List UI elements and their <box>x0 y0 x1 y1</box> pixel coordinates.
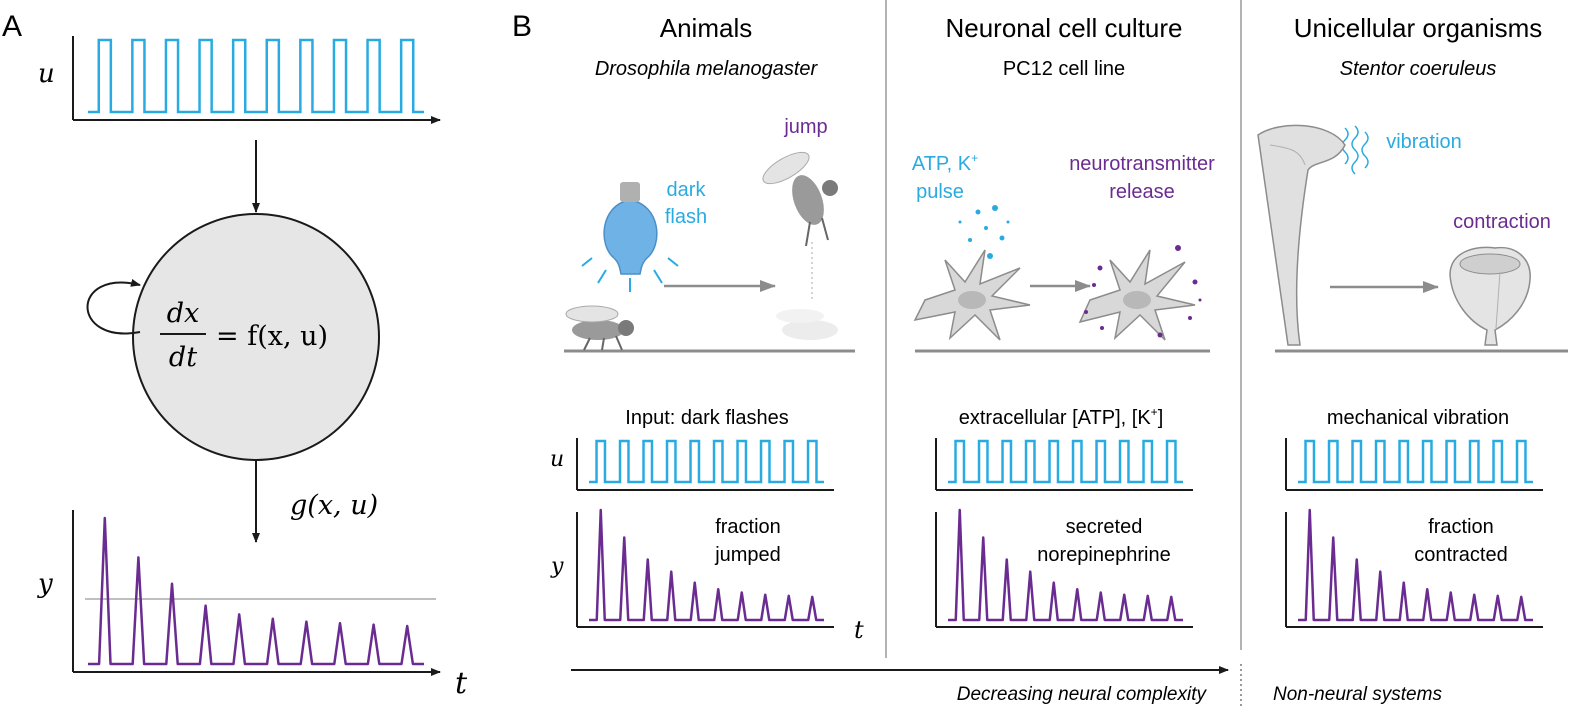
neuron-releasing-icon <box>1078 245 1202 341</box>
col2-stimulus-line1: ATP, K+ <box>912 151 978 175</box>
col3-y-plot-response-trace <box>1298 508 1533 622</box>
fly-icon <box>565 305 634 351</box>
panel-b-mini-plots <box>576 438 1543 628</box>
panel-a-t-label: t <box>455 666 468 701</box>
panel-b-y-label: y <box>550 554 564 579</box>
col1-response: jump <box>783 116 827 138</box>
bottom-left-caption: Decreasing neural complexity <box>957 684 1208 705</box>
readout-label: g(x, u) <box>290 490 378 521</box>
col1-y-plot-response-trace <box>589 508 824 622</box>
col2-output-line2: norepinephrine <box>1037 544 1170 566</box>
col2-title: Neuronal cell culture <box>945 13 1182 43</box>
col1-input-label: Input: dark flashes <box>625 407 788 429</box>
col2-u-plot-pulse-train <box>948 439 1183 484</box>
stentor-extended-icon <box>1257 124 1346 346</box>
panel-a-y-trace <box>88 516 424 666</box>
col1-output-line1: fraction <box>715 516 781 538</box>
vibration-icon <box>1341 125 1369 175</box>
col3-subtitle: Stentor coeruleus <box>1340 58 1497 80</box>
panel-a-y-response-trace <box>88 516 424 666</box>
col3-stimulus: vibration <box>1386 131 1462 153</box>
panel-b-u-label: u <box>550 447 564 472</box>
col3-response: contraction <box>1453 211 1551 233</box>
panel-b-t-label: t <box>854 616 864 644</box>
bulb-icon <box>581 182 679 292</box>
bottom-right-caption: Non-neural systems <box>1273 684 1442 705</box>
jumping-fly-icon <box>762 151 838 340</box>
col2-response-line2: release <box>1109 181 1175 203</box>
panel-a-label: A <box>2 10 22 43</box>
neuron-icon <box>913 205 1031 341</box>
feedback-loop-arrow-icon <box>86 278 141 335</box>
col1-subtitle: Drosophila melanogaster <box>595 58 819 80</box>
equation-denominator: dt <box>169 342 197 373</box>
panel-a-u-trace <box>88 38 424 114</box>
col3-u-plot-pulse-train <box>1298 439 1533 484</box>
stentor-contracted-icon <box>1449 246 1531 346</box>
col3-title: Unicellular organisms <box>1294 13 1543 43</box>
col3-input-label: mechanical vibration <box>1327 407 1509 429</box>
col2-y-plot-response-trace <box>948 508 1183 622</box>
panel-a-u-pulse-train <box>88 38 424 114</box>
col1-title: Animals <box>660 13 752 43</box>
col2-output-line1: secreted <box>1066 516 1143 538</box>
col1-stimulus-line2: flash <box>665 206 707 228</box>
col3-output-line2: contracted <box>1414 544 1507 566</box>
equation-numerator: dx <box>167 298 200 329</box>
col2-subtitle: PC12 cell line <box>1003 58 1125 80</box>
col2-response-line1: neurotransmitter <box>1069 153 1215 175</box>
panel-a-u-label: u <box>38 59 55 89</box>
col2-input-label: extracellular [ATP], [K+] <box>959 405 1164 429</box>
col1-u-plot-pulse-train <box>589 439 824 484</box>
panel-a-y-label: y <box>37 569 53 599</box>
col2-stimulus-line2: pulse <box>916 181 964 203</box>
panel-b-label: B <box>512 10 532 43</box>
col1-output-line2: jumped <box>714 544 781 566</box>
col3-output-line1: fraction <box>1428 516 1494 538</box>
col1-stimulus-line1: dark <box>667 179 707 201</box>
equation-rhs: = f(x, u) <box>216 321 328 352</box>
